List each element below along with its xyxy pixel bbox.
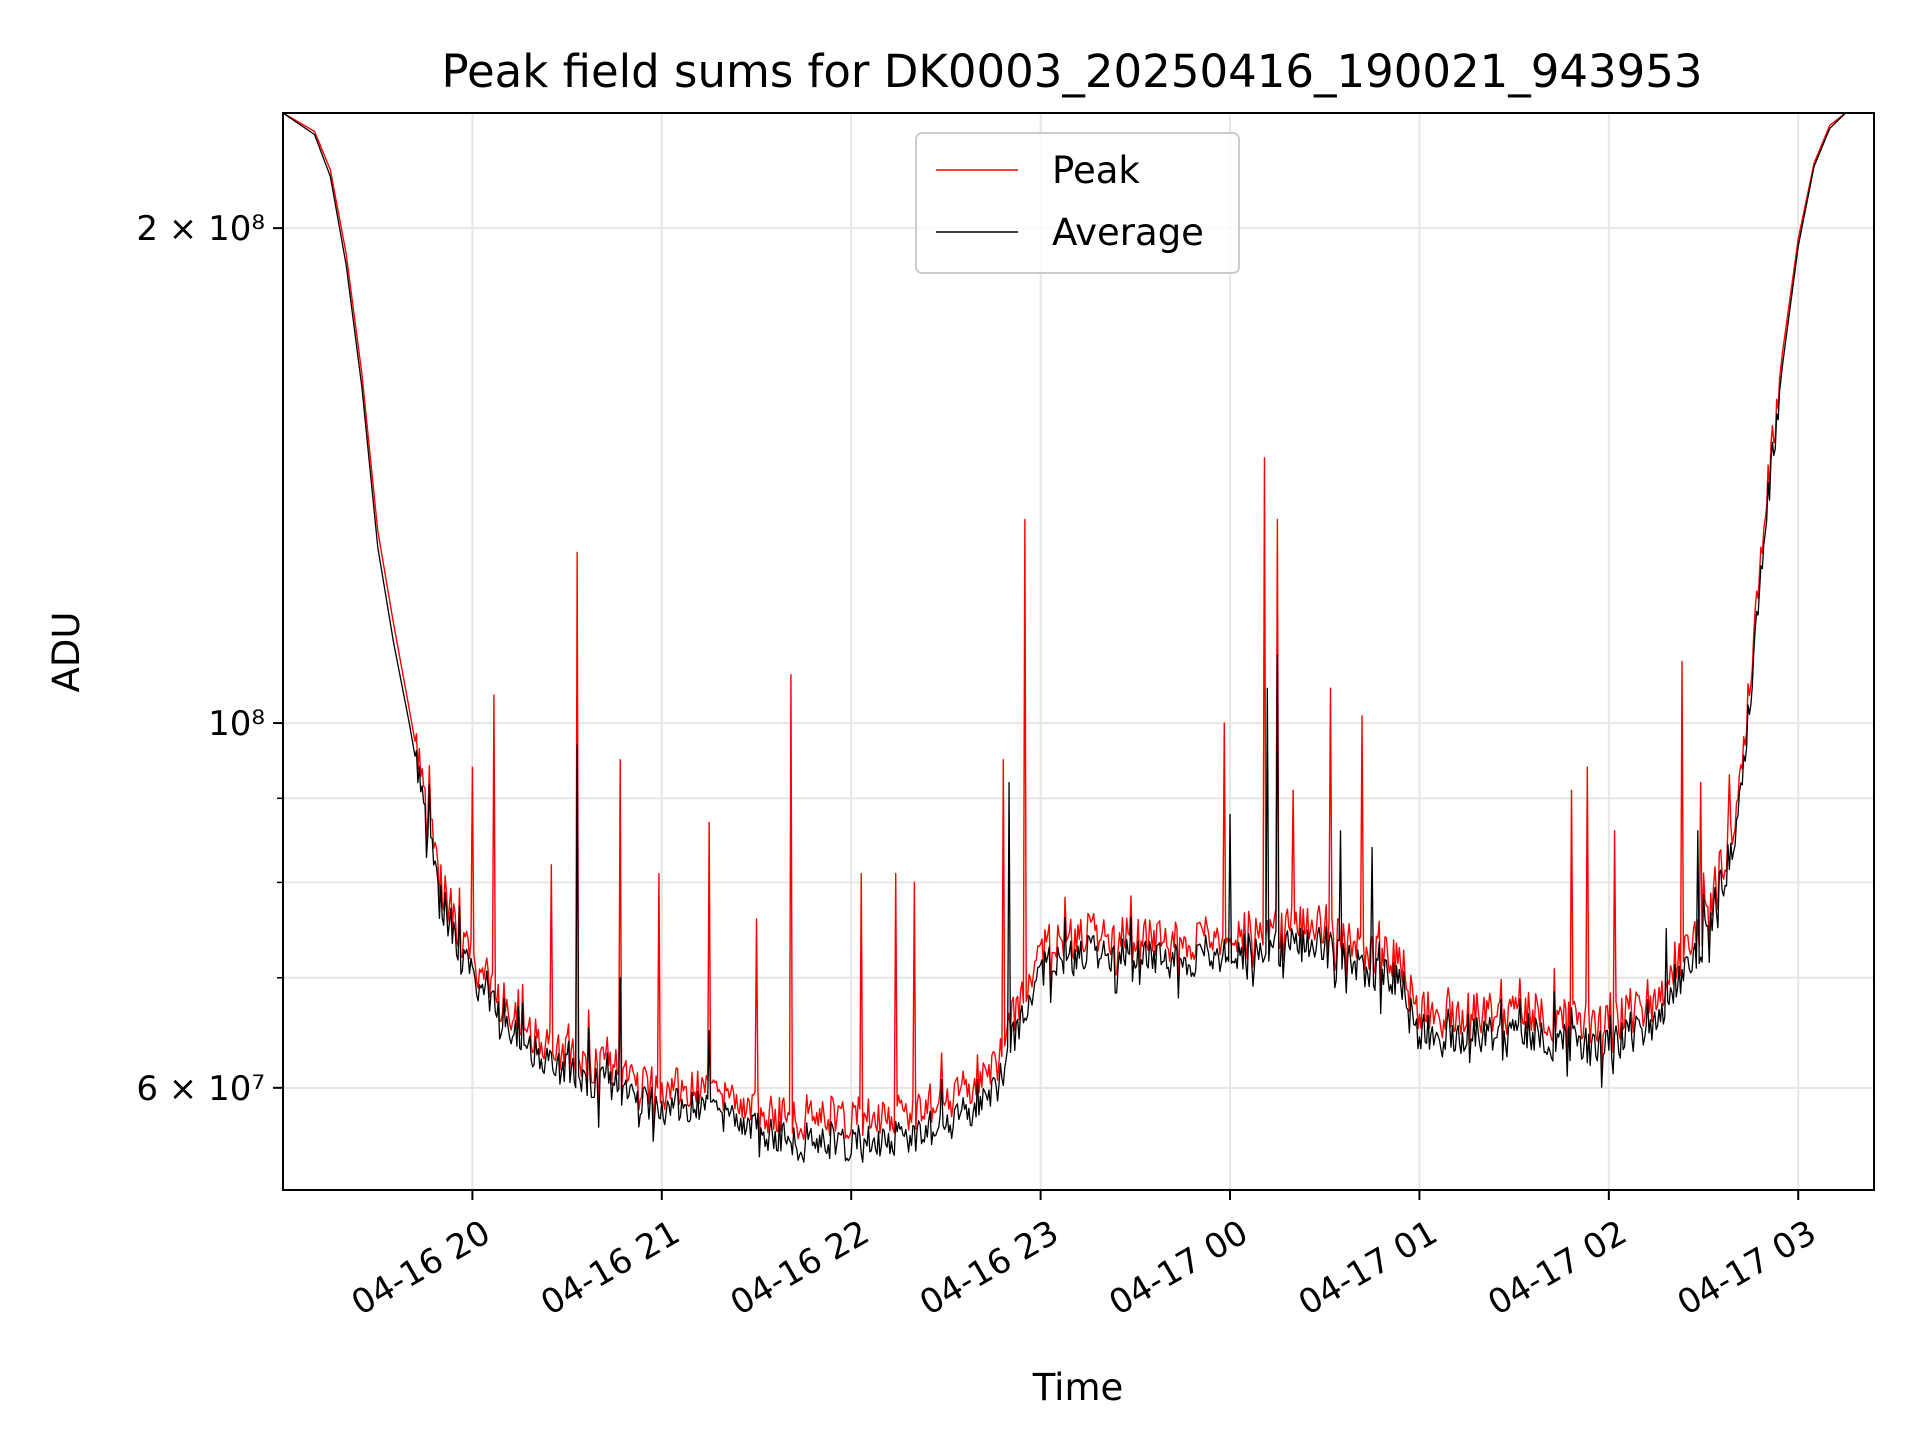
plot-frame xyxy=(282,112,1875,1191)
legend-box xyxy=(915,132,1240,274)
y-axis: 6 × 10⁷ 10⁸ 2 × 10⁸ xyxy=(136,209,283,1109)
y-tick-label: 10⁸ xyxy=(208,704,265,744)
legend-label-peak: Peak xyxy=(1052,149,1140,192)
y-tick-label: 2 × 10⁸ xyxy=(136,209,265,249)
series-lines xyxy=(283,113,1873,1163)
x-axis-label: Time xyxy=(1032,1366,1124,1409)
plot-series xyxy=(283,113,1873,1163)
y-tick-label: 6 × 10⁷ xyxy=(136,1069,265,1109)
chart-title: Peak field sums for DK0003_20250416_1900… xyxy=(441,45,1702,98)
series-line-peak xyxy=(283,113,1873,1141)
legend: Peak Average xyxy=(915,132,1240,274)
legend-label-average: Average xyxy=(1052,211,1204,254)
y-axis-label: ADU xyxy=(45,612,88,693)
series-line-average xyxy=(283,113,1873,1163)
